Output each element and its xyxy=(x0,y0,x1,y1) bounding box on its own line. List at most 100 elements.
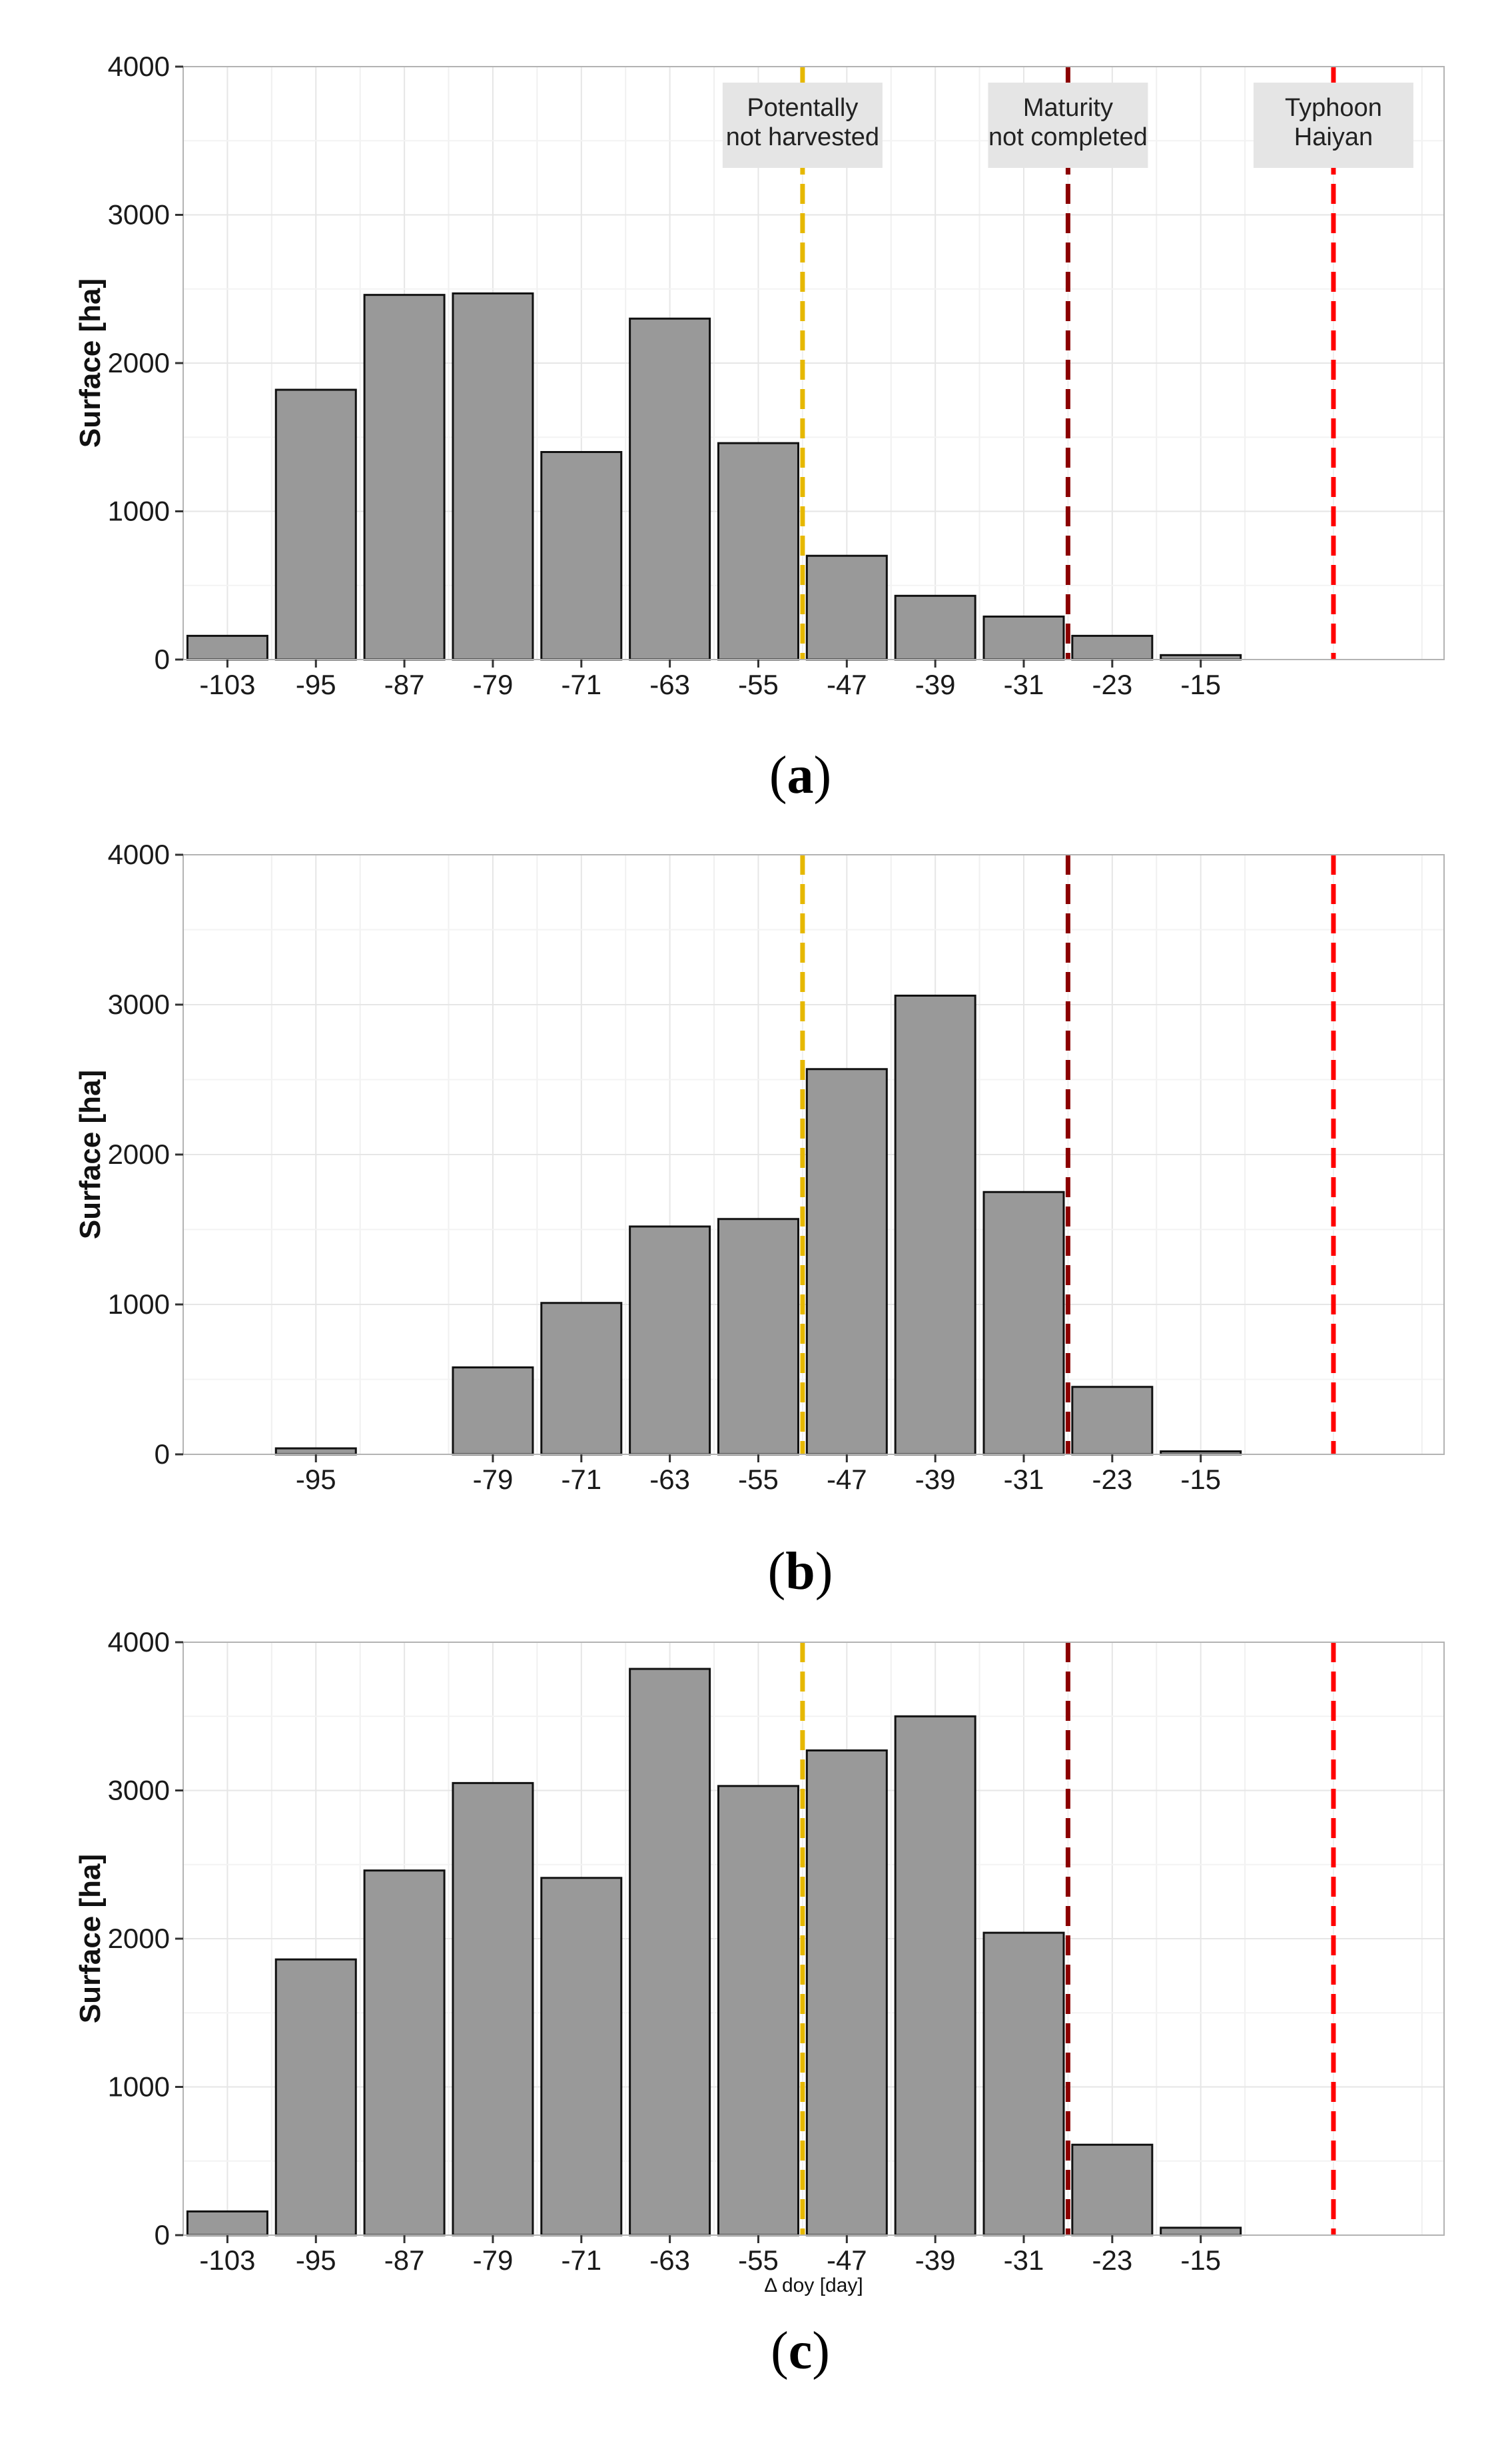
panel-c-xtick-label--87: -87 xyxy=(384,2244,425,2276)
panel-a-ytick-label-2000: 2000 xyxy=(108,347,170,378)
panel-a-xtick-label--23: -23 xyxy=(1092,669,1132,700)
panel-b-bar--47 xyxy=(805,1068,888,1456)
annotation-potentially-not-harvested-line-1: Potentally xyxy=(747,94,858,122)
panel-a-bar--87 xyxy=(363,294,446,661)
panel-c-bar--71 xyxy=(540,1877,623,2236)
panel-b-bar--55 xyxy=(717,1218,799,1456)
panel-c-xtick-label--71: -71 xyxy=(561,2244,601,2276)
panel-b-xtick-label--55: -55 xyxy=(738,1464,779,1495)
panel-c-bar--87 xyxy=(363,1869,446,2236)
panel-b-xtick-label--39: -39 xyxy=(915,1464,956,1495)
panel-c-bar--63 xyxy=(629,1668,711,2236)
panel-a-ytick-label-0: 0 xyxy=(155,644,170,675)
panel-a-xtick-label--31: -31 xyxy=(1004,669,1044,700)
panel-c-ytick-label-3000: 3000 xyxy=(108,1775,170,1806)
panel-c-bar--95 xyxy=(274,1958,357,2236)
panel-a-bar--71 xyxy=(540,451,623,661)
panel-b-ylabel: Surface [ha] xyxy=(74,1070,107,1239)
panel-a-bar--31 xyxy=(982,615,1065,661)
annotation-maturity-not-completed-line-1: Maturity xyxy=(1023,94,1113,122)
panel-c-ytick-label-4000: 4000 xyxy=(108,1626,170,1658)
panel-c-xtick-label--23: -23 xyxy=(1092,2244,1132,2276)
panel-b-xtick-label--63: -63 xyxy=(649,1464,690,1495)
panel-b-xtick-label--47: -47 xyxy=(827,1464,867,1495)
panel-c-caption: (c) xyxy=(771,2322,830,2380)
annotation-potentially-not-harvested-box xyxy=(722,83,883,168)
panel-a-xtick-label--71: -71 xyxy=(561,669,601,700)
panel-c-bar--31 xyxy=(982,1931,1065,2236)
panel-c-xtick-label--95: -95 xyxy=(296,2244,336,2276)
panel-a-bar--63 xyxy=(629,317,711,661)
panel-c-bar--23 xyxy=(1071,2143,1154,2236)
panel-c-bar--39 xyxy=(894,1715,976,2236)
panel-c-xtick-label--15: -15 xyxy=(1180,2244,1221,2276)
panel-c-bar--15 xyxy=(1160,2226,1242,2236)
annotation-typhoon-haiyan-box xyxy=(1253,83,1413,168)
panel-a-xtick-label--95: -95 xyxy=(296,669,336,700)
panel-a-bar--23 xyxy=(1071,634,1154,661)
panel-b-ytick-label-3000: 3000 xyxy=(108,989,170,1020)
panel-b-bar--31 xyxy=(982,1191,1065,1456)
panel-b-xtick-label--95: -95 xyxy=(296,1464,336,1495)
panel-a-ytick-label-1000: 1000 xyxy=(108,496,170,527)
panel-a-xtick-label--103: -103 xyxy=(199,669,255,700)
panel-b-caption: (b) xyxy=(768,1542,833,1601)
panel-a-bar--47 xyxy=(805,554,888,661)
panel-c-xtick-label--79: -79 xyxy=(473,2244,514,2276)
panel-c-xtick-label--63: -63 xyxy=(649,2244,690,2276)
panel-c-xtick-label--47: -47 xyxy=(827,2244,867,2276)
panel-b-bar--95 xyxy=(274,1447,357,1456)
annotation-potentially-not-harvested-line-2: not harvested xyxy=(726,123,879,151)
panel-a-ylabel: Surface [ha] xyxy=(74,278,107,448)
annotation-maturity-not-completed-box xyxy=(988,83,1148,168)
annotation-typhoon-haiyan-line-1: Typhoon xyxy=(1285,94,1382,122)
panel-a-xtick-label--87: -87 xyxy=(384,669,425,700)
panel-a-xtick-label--79: -79 xyxy=(473,669,514,700)
panel-c-xtick-label--39: -39 xyxy=(915,2244,956,2276)
panel-c-xlabel: Δ doy [day] xyxy=(764,2274,863,2296)
panel-c-xtick-label--55: -55 xyxy=(738,2244,779,2276)
panel-b-xtick-label--23: -23 xyxy=(1092,1464,1132,1495)
panel-a-ytick-label-3000: 3000 xyxy=(108,199,170,231)
panel-c-bar--103 xyxy=(186,2210,268,2236)
annotation-typhoon-haiyan-line-2: Haiyan xyxy=(1294,123,1373,151)
panel-a-xtick-label--63: -63 xyxy=(649,669,690,700)
panel-b-bar--79 xyxy=(452,1366,534,1456)
panel-b-ytick-label-2000: 2000 xyxy=(108,1139,170,1170)
panel-c-ytick-label-1000: 1000 xyxy=(108,2071,170,2103)
panel-b-bar--71 xyxy=(540,1302,623,1456)
panel-a-bar--15 xyxy=(1160,654,1242,661)
panel-b-bar--39 xyxy=(894,995,976,1456)
panel-b-ytick-label-1000: 1000 xyxy=(108,1288,170,1320)
panel-c-bar--79 xyxy=(452,1781,534,2236)
panel-c: 0 1000 2000 3000 4000 -103 -95 -87 -79 -71 -63 -55 -… xyxy=(74,1626,1445,2380)
panel-a-bar--95 xyxy=(274,388,357,661)
panel-a-caption: (a) xyxy=(769,746,831,805)
panel-b-xtick-label--79: -79 xyxy=(473,1464,514,1495)
panel-b-xtick-label--31: -31 xyxy=(1004,1464,1044,1495)
panel-b-ytick-label-4000: 4000 xyxy=(108,839,170,870)
panel-a-ytick-label-4000: 4000 xyxy=(108,51,170,82)
panel-a-bar--103 xyxy=(186,634,268,661)
panel-b-xtick-label--71: -71 xyxy=(561,1464,601,1495)
panel-b-bar--63 xyxy=(629,1225,711,1456)
panel-c-ytick-label-0: 0 xyxy=(155,2219,170,2250)
panel-b: 0 1000 2000 3000 4000 -95 -79 -71 -63 -55 -47 -39 -3… xyxy=(74,839,1445,1601)
panel-c-ylabel: Surface [ha] xyxy=(74,1854,107,2023)
panel-a-xtick-label--55: -55 xyxy=(738,669,779,700)
annotation-maturity-not-completed-line-2: not completed xyxy=(988,123,1148,151)
panel-c-xtick-label--31: -31 xyxy=(1004,2244,1044,2276)
panel-b-ytick-label-0: 0 xyxy=(155,1438,170,1470)
panel-a-xtick-label--39: -39 xyxy=(915,669,956,700)
panel-a-bar--79 xyxy=(452,292,534,661)
panel-b-xtick-label--15: -15 xyxy=(1180,1464,1221,1495)
panel-c-xtick-label--103: -103 xyxy=(199,2244,255,2276)
panel-a-xtick-label--47: -47 xyxy=(827,669,867,700)
panel-c-ytick-label-2000: 2000 xyxy=(108,1923,170,1954)
panel-c-bar--55 xyxy=(717,1785,799,2236)
